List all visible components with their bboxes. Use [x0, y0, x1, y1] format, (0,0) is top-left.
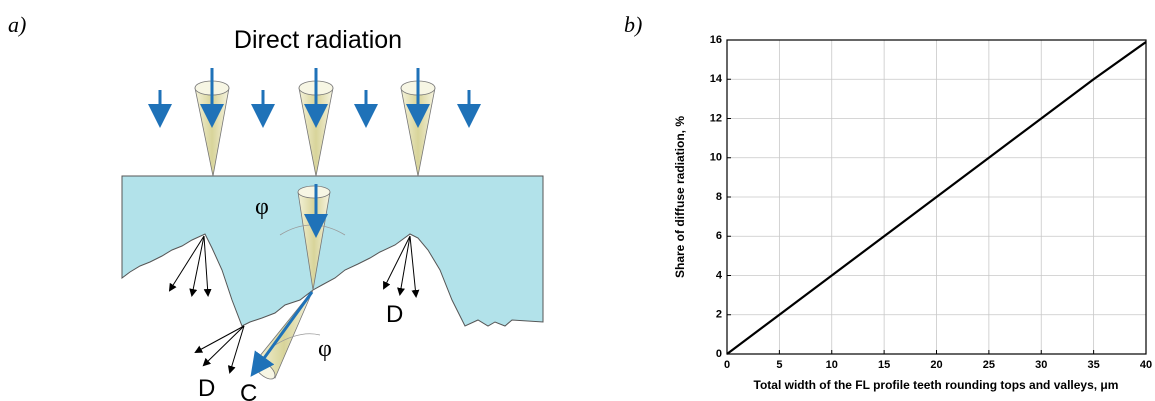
y-tick-label: 8	[716, 191, 722, 203]
lens-body	[121, 175, 544, 327]
x-tick-label: 15	[878, 359, 890, 371]
y-tick-label: 6	[716, 230, 722, 242]
plot-frame	[726, 39, 1147, 355]
x-tick-label: 20	[930, 359, 942, 371]
y-tick-label: 2	[716, 309, 722, 321]
radiation-arrows	[148, 68, 481, 377]
x-tick-label: 5	[776, 359, 782, 371]
x-tick-label: 0	[724, 359, 730, 371]
x-tick-label: 40	[1140, 359, 1152, 371]
diffuse-label: D	[198, 375, 215, 401]
y-axis-label: Share of diffuse radiation, %	[673, 116, 687, 278]
diffuse-arrows	[168, 235, 420, 374]
panel-label: b)	[624, 12, 642, 37]
diagram-title: Direct radiation	[234, 26, 402, 54]
y-tick-label: 14	[710, 73, 723, 85]
y-tick-label: 12	[710, 112, 722, 124]
diagram: a) Direct radiation φ φ D D	[8, 12, 544, 401]
y-tick-label: 16	[710, 34, 722, 46]
concentrated-label: C	[240, 380, 257, 401]
panel-label: a)	[8, 12, 26, 37]
angle-label: φ	[255, 194, 269, 220]
y-tick-label: 0	[716, 348, 722, 360]
data-line	[726, 41, 1147, 355]
chart: b) Total width of the FL profile teeth r…	[624, 12, 1152, 392]
x-tick-label: 35	[1088, 359, 1100, 371]
angle-label: φ	[318, 336, 332, 362]
y-tick-label: 10	[710, 152, 722, 164]
x-tick-label: 10	[826, 359, 838, 371]
angle-arc	[274, 333, 321, 346]
x-axis-label: Total width of the FL profile teeth roun…	[754, 378, 1119, 392]
diffuse-label: D	[386, 301, 403, 328]
x-tick-label: 30	[1035, 359, 1047, 371]
x-tick-label: 25	[983, 359, 995, 371]
y-tick-label: 4	[716, 269, 723, 281]
